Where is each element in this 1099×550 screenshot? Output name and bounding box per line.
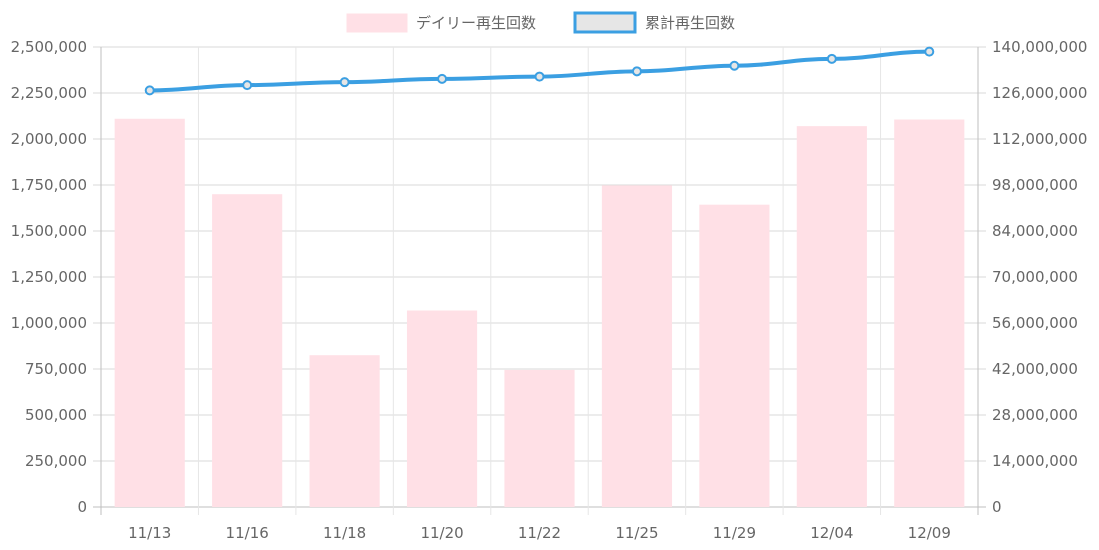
bar [699, 204, 770, 508]
x-tick-label: 11/16 [226, 524, 269, 542]
x-tick-label: 11/22 [518, 524, 561, 542]
line-point [242, 80, 253, 91]
x-tick-label: 11/29 [713, 524, 756, 542]
y-left-tick-label: 1,750,000 [11, 176, 87, 194]
line-series-path [147, 49, 932, 93]
y-right-tick-label: 28,000,000 [992, 406, 1078, 424]
bar [114, 118, 185, 507]
bar-series [114, 118, 965, 508]
y-right-tick-label: 140,000,000 [992, 38, 1087, 56]
bar [894, 119, 965, 507]
line-point [826, 53, 837, 64]
bar [601, 185, 673, 508]
y-right-tick-label: 0 [992, 498, 1002, 516]
legend-label-cumulative: 累計再生回数 [645, 14, 735, 32]
y-right-tick-label: 112,000,000 [992, 130, 1087, 148]
x-tick-label: 11/25 [615, 524, 658, 542]
y-right-tick-label: 126,000,000 [992, 84, 1087, 102]
x-tick-label: 11/20 [420, 524, 463, 542]
x-tick-label: 11/13 [128, 524, 171, 542]
line-point [437, 73, 448, 84]
line-point [729, 60, 740, 71]
y-left-tick-label: 500,000 [25, 406, 87, 424]
y-left-tick-label: 2,250,000 [11, 84, 87, 102]
x-tick-label: 11/18 [323, 524, 366, 542]
y-right-tick-label: 42,000,000 [992, 360, 1078, 378]
line-point [631, 66, 642, 77]
bar [212, 194, 283, 507]
legend-swatch-cumulative [573, 11, 637, 34]
legend-swatch-daily [346, 13, 408, 33]
x-tick-label: 12/09 [908, 524, 951, 542]
line-point [339, 77, 350, 88]
bar [504, 369, 575, 507]
bar [796, 126, 867, 508]
line-point [924, 46, 935, 57]
y-left-tick-label: 1,250,000 [11, 268, 87, 286]
bar [406, 310, 478, 507]
y-left-tick-label: 2,500,000 [11, 38, 87, 56]
bar [309, 355, 380, 507]
y-left-tick-label: 0 [77, 498, 87, 516]
y-right-tick-label: 70,000,000 [992, 268, 1078, 286]
line-point [144, 85, 155, 96]
line-point [534, 71, 545, 82]
x-tick-label: 12/04 [810, 524, 853, 542]
y-left-tick-label: 2,000,000 [11, 130, 87, 148]
legend: デイリー再生回数 累計再生回数 [346, 11, 735, 34]
y-right-tick-label: 98,000,000 [992, 176, 1078, 194]
legend-label-daily: デイリー再生回数 [416, 14, 536, 32]
y-right-tick-label: 56,000,000 [992, 314, 1078, 332]
y-left-tick-label: 250,000 [25, 452, 87, 470]
y-left-tick-label: 750,000 [25, 360, 87, 378]
y-left-tick-label: 1,000,000 [11, 314, 87, 332]
y-right-tick-label: 14,000,000 [992, 452, 1078, 470]
y-left-tick-label: 1,500,000 [11, 222, 87, 240]
y-right-tick-label: 84,000,000 [992, 222, 1078, 240]
